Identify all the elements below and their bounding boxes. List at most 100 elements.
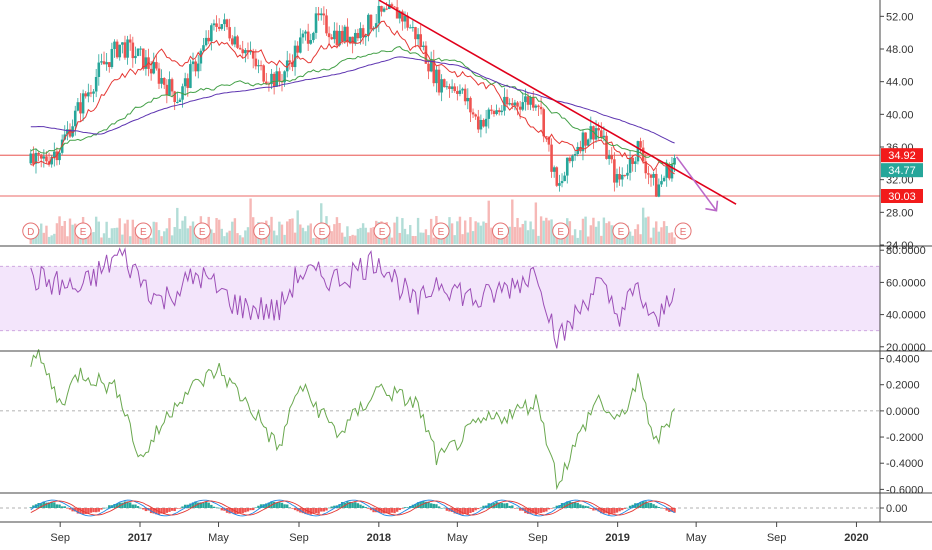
candle-body[interactable] [382,8,386,12]
candle-body[interactable] [416,34,420,40]
candle-body[interactable] [251,50,255,59]
earnings-marker[interactable] [134,222,152,240]
candle-body[interactable] [121,42,124,45]
candle-body[interactable] [285,60,289,72]
candle-body[interactable] [565,157,569,176]
candle-body[interactable] [110,48,114,68]
candle-body[interactable] [594,128,598,140]
candle-body[interactable] [406,15,409,28]
candle-body[interactable] [636,141,640,162]
candle-body[interactable] [579,146,582,152]
candle-body[interactable] [568,157,572,162]
candle-body[interactable] [220,24,224,29]
candle-body[interactable] [29,153,33,164]
candle-body[interactable] [37,152,40,155]
candle-body[interactable] [510,103,514,106]
earnings-marker[interactable] [674,222,692,240]
candle-body[interactable] [314,13,318,33]
candle-body[interactable] [202,45,205,51]
candle-body[interactable] [71,126,74,137]
candle-body[interactable] [605,135,608,159]
candle-body[interactable] [225,19,229,28]
candle-body[interactable] [584,132,587,146]
candle-body[interactable] [613,159,616,183]
candle-body[interactable] [160,78,163,84]
candle-body[interactable] [356,32,360,39]
candle-body[interactable] [518,106,522,110]
candle-body[interactable] [626,172,629,176]
candle-body[interactable] [194,61,197,72]
candle-body[interactable] [189,64,192,88]
candle-body[interactable] [432,59,436,84]
candle-body[interactable] [435,69,438,84]
candle-body[interactable] [100,61,103,63]
candle-body[interactable] [393,6,396,8]
earnings-marker[interactable] [253,222,271,240]
candle-body[interactable] [317,13,320,16]
rsi-panel[interactable] [0,247,880,349]
candle-body[interactable] [272,73,276,87]
candle-body[interactable] [456,91,459,94]
candle-body[interactable] [403,15,407,22]
candle-body[interactable] [427,63,430,72]
candle-body[interactable] [241,49,245,54]
candle-body[interactable] [634,161,637,164]
candle-body[interactable] [118,44,122,58]
candle-body[interactable] [367,14,370,36]
candle-body[interactable] [343,26,347,42]
candle-body[interactable] [102,61,106,65]
candle-body[interactable] [176,101,179,103]
candle-body[interactable] [131,42,135,59]
candle-body[interactable] [531,97,535,108]
candle-body[interactable] [469,97,472,113]
candle-body[interactable] [212,23,216,26]
candle-body[interactable] [170,79,174,92]
candle-body[interactable] [152,62,156,74]
candle-body[interactable] [401,11,404,22]
candle-body[interactable] [592,126,595,140]
candle-body[interactable] [560,181,564,184]
candle-body[interactable] [599,130,603,138]
candle-body[interactable] [230,38,234,45]
candle-body[interactable] [458,90,462,94]
candle-body[interactable] [537,105,540,107]
candle-body[interactable] [526,96,530,105]
candle-body[interactable] [157,68,161,84]
candle-body[interactable] [257,65,260,67]
candle-body[interactable] [414,27,417,40]
trendline[interactable] [378,0,737,205]
earnings-marker[interactable] [193,222,211,240]
candle-body[interactable] [542,109,546,137]
candle-body[interactable] [495,110,498,115]
candle-body[interactable] [338,30,341,46]
candle-body[interactable] [555,167,559,186]
candle-body[interactable] [128,39,132,43]
candle-body[interactable] [113,41,116,49]
candle-body[interactable] [374,23,378,28]
candle-body[interactable] [223,19,226,25]
candle-body[interactable] [123,42,127,58]
candle-body[interactable] [210,25,213,42]
candle-body[interactable] [471,112,475,115]
candle-body[interactable] [81,93,85,114]
candle-body[interactable] [424,45,428,64]
candle-body[interactable] [597,128,600,131]
candle-body[interactable] [558,183,561,186]
candle-body[interactable] [144,57,148,69]
candle-body[interactable] [136,48,140,56]
candle-body[interactable] [236,36,239,48]
candle-body[interactable] [390,4,394,7]
candle-body[interactable] [463,88,467,102]
candle-body[interactable] [479,119,483,130]
candle-body[interactable] [196,63,200,72]
candle-body[interactable] [652,173,655,178]
candle-body[interactable] [97,62,101,77]
candle-body[interactable] [155,62,158,69]
candle-body[interactable] [162,78,166,85]
candle-body[interactable] [134,55,137,59]
candle-body[interactable] [615,174,619,183]
candle-body[interactable] [126,39,129,58]
candle-body[interactable] [191,61,195,65]
candle-body[interactable] [482,119,485,127]
